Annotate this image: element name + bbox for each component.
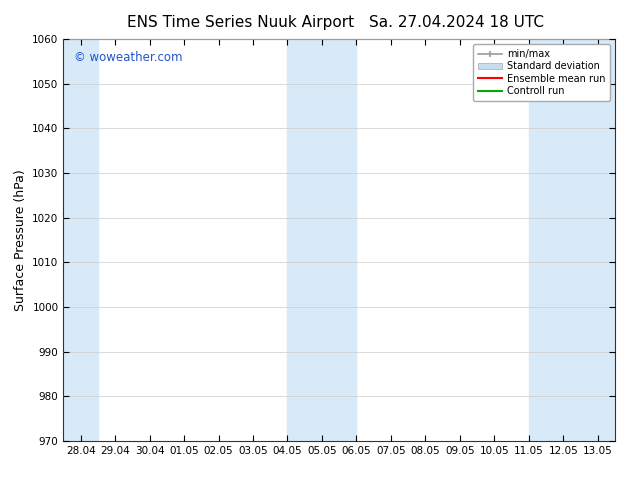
Bar [287,39,356,441]
Y-axis label: Surface Pressure (hPa): Surface Pressure (hPa) [14,169,27,311]
Text: Sa. 27.04.2024 18 UTC: Sa. 27.04.2024 18 UTC [369,15,544,30]
Text: ENS Time Series Nuuk Airport: ENS Time Series Nuuk Airport [127,15,354,30]
Bar [529,39,615,441]
Text: © woweather.com: © woweather.com [74,51,183,64]
Legend: min/max, Standard deviation, Ensemble mean run, Controll run: min/max, Standard deviation, Ensemble me… [473,44,610,101]
Bar [63,39,98,441]
